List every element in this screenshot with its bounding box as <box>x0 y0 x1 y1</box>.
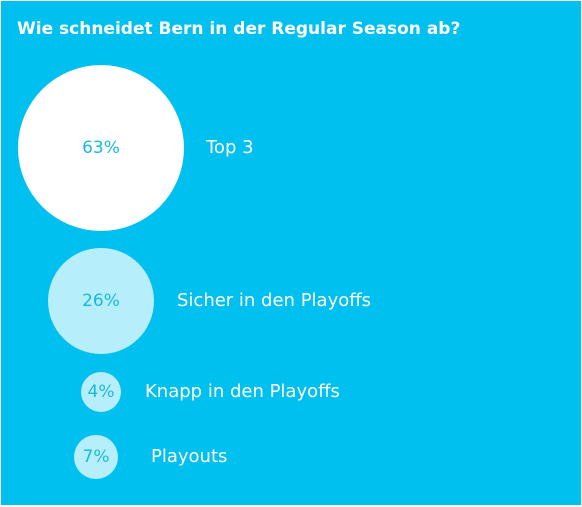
poll-question-title: Wie schneidet Bern in der Regular Season… <box>17 19 461 39</box>
percentage-value: 4% <box>87 382 115 402</box>
option-label[interactable]: Playouts <box>151 446 228 467</box>
percentage-bubble[interactable]: 4% <box>81 372 121 412</box>
percentage-value: 63% <box>82 138 120 158</box>
percentage-bubble[interactable]: 26% <box>48 248 154 354</box>
option-label[interactable]: Sicher in den Playoffs <box>177 290 372 311</box>
option-label[interactable]: Top 3 <box>206 137 254 158</box>
option-label[interactable]: Knapp in den Playoffs <box>145 381 340 402</box>
percentage-bubble[interactable]: 63% <box>18 65 184 231</box>
percentage-bubble[interactable]: 7% <box>74 435 118 479</box>
percentage-value: 26% <box>82 291 120 311</box>
percentage-value: 7% <box>82 447 110 467</box>
